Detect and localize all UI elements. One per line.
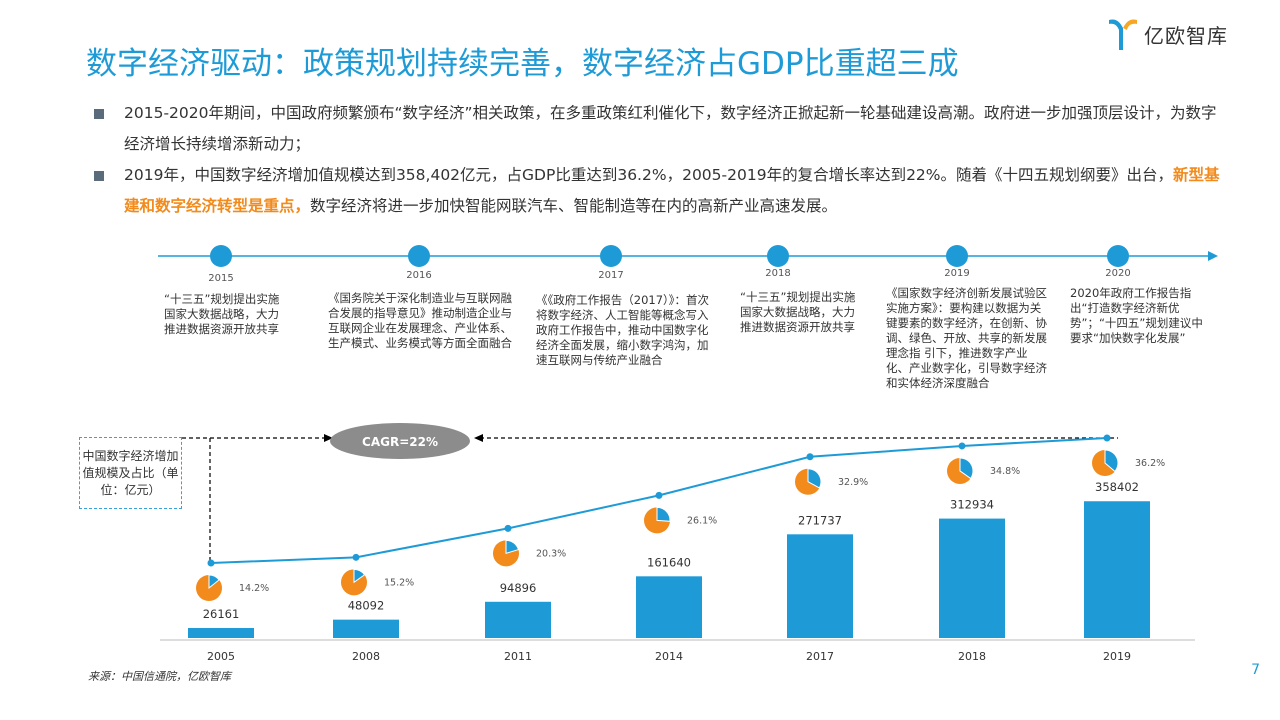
chart-x-tick-label: 2005 [207,650,235,663]
chart-x-tick-label: 2014 [655,650,683,663]
chart-bar-value-label: 48092 [348,599,385,613]
cagr-ellipse [330,423,470,459]
logo-icon [1109,19,1137,50]
bullet-item: 2015-2020年期间，中国政府频繁颁布“数字经济”相关政策，在多重政策红利催… [92,98,1222,160]
chart-bar-value-label: 358402 [1095,480,1139,494]
chart-bar-value-label: 271737 [798,513,842,527]
chart-bar [188,628,254,638]
chart-share-point [1103,434,1111,442]
timeline-year: 2018 [765,268,791,279]
chart-share-pie-slice [505,539,520,555]
chart-share-pie-slice [959,457,974,480]
chart-share-label: 26.1% [687,515,717,526]
chart-share-label: 36.2% [1135,458,1165,469]
chart-bar [485,601,551,638]
bullet-text: 2015-2020年期间，中国政府频繁颁布“数字经济”相关政策，在多重政策红利催… [124,104,1217,153]
page-number: 7 [1251,662,1260,678]
timeline-year: 2015 [208,273,234,284]
chart-share-pie-slice [1104,449,1119,473]
chart-share-label: 32.9% [838,477,868,488]
page-title: 数字经济驱动：政策规划持续完善，数字经济占GDP比重超三成 [86,46,959,82]
chart-x-tick-label: 2017 [806,650,834,663]
chart-share-point [655,491,663,499]
chart-bar [1084,501,1150,638]
chart-share-pie-slice [208,574,220,590]
timeline-text: 2020年政府工作报告指出“打造数字经济新优势”；“十四五”规划建议中要求“加快… [1070,286,1203,345]
bullet-text: 数字经济将进一步加快智能网联汽车、智能制造等在内的高新产业高速发展。 [310,197,838,215]
chart-bar [939,518,1005,638]
cagr-label: CAGR=22% [362,435,438,449]
chart-share-pie-slice [353,568,366,584]
chart-bar-value-label: 161640 [647,555,691,569]
chart-legend-box: 中国数字经济增加值规模及占比（单位：亿元） [79,437,182,509]
chart-bar [787,534,853,638]
chart-share-pie-slice [807,468,822,489]
bullet-highlight: 新型基建和数字经济转型是重点， [124,166,1220,215]
timeline-year: 2016 [406,270,432,281]
chart-x-tick-label: 2011 [504,650,532,663]
chart-share-label: 20.3% [536,548,566,559]
chart-annotations: CAGR=22% [160,423,1195,641]
bullet-square-icon [94,109,104,119]
source-note: 来源：中国信通院，亿欧智库 [88,670,231,683]
chart-share-point [352,553,360,561]
chart-bar-value-label: 312934 [950,498,994,512]
timeline-text: 《国务院关于深化制造业与互联网融合发展的指导意见》推动制造企业与互联网企业在发展… [328,291,512,350]
timeline-year: 2017 [598,270,624,281]
logo-text: 亿欧智库 [1144,23,1228,48]
bullet-item: 2019年，中国数字经济增加值规模达到358,402亿元，占GDP比重达到36.… [92,160,1222,222]
bullet-text: 2019年，中国数字经济增加值规模达到358,402亿元，占GDP比重达到36.… [124,166,1174,184]
chart-share-label: 15.2% [384,577,414,588]
timeline-year: 2020 [1105,268,1131,279]
bullet-square-icon [94,171,104,181]
timeline-year: 2019 [944,268,970,279]
chart-share-pie-slice [656,506,671,522]
bullet-list: 2015-2020年期间，中国政府频繁颁布“数字经济”相关政策，在多重政策红利催… [92,98,1222,222]
chart-share-label: 14.2% [239,583,269,594]
chart-share-label: 34.8% [990,466,1020,477]
chart-bar [636,576,702,638]
timeline-text: “十三五”规划提出实施国家大数据战略，大力推进数据资源开放共享 [164,292,280,336]
chart-bar-value-label: 94896 [500,581,537,595]
timeline-text: “十三五”规划提出实施国家大数据战略，大力推进数据资源开放共享 [740,290,856,334]
chart-share-point [806,453,814,461]
logo: 亿欧智库 [1106,16,1228,52]
timeline-text: 《《政府工作报告（2017）》：首次将数字经济、人工智能等概念写入政府工作报告中… [536,293,710,367]
chart-share-point [958,442,966,450]
timeline-text: 《国家数字经济创新发展试验区实施方案》：要构建以数据为关键要素的数字经济，在创新… [886,286,1047,390]
chart-x-tick-label: 2008 [352,650,380,663]
chart-x-tick-label: 2019 [1103,650,1131,663]
chart-x-tick-label: 2018 [958,650,986,663]
chart-bar-value-label: 26161 [203,607,240,621]
chart-share-point [207,559,215,567]
chart-share-point [504,524,512,532]
chart-bar [333,619,399,638]
